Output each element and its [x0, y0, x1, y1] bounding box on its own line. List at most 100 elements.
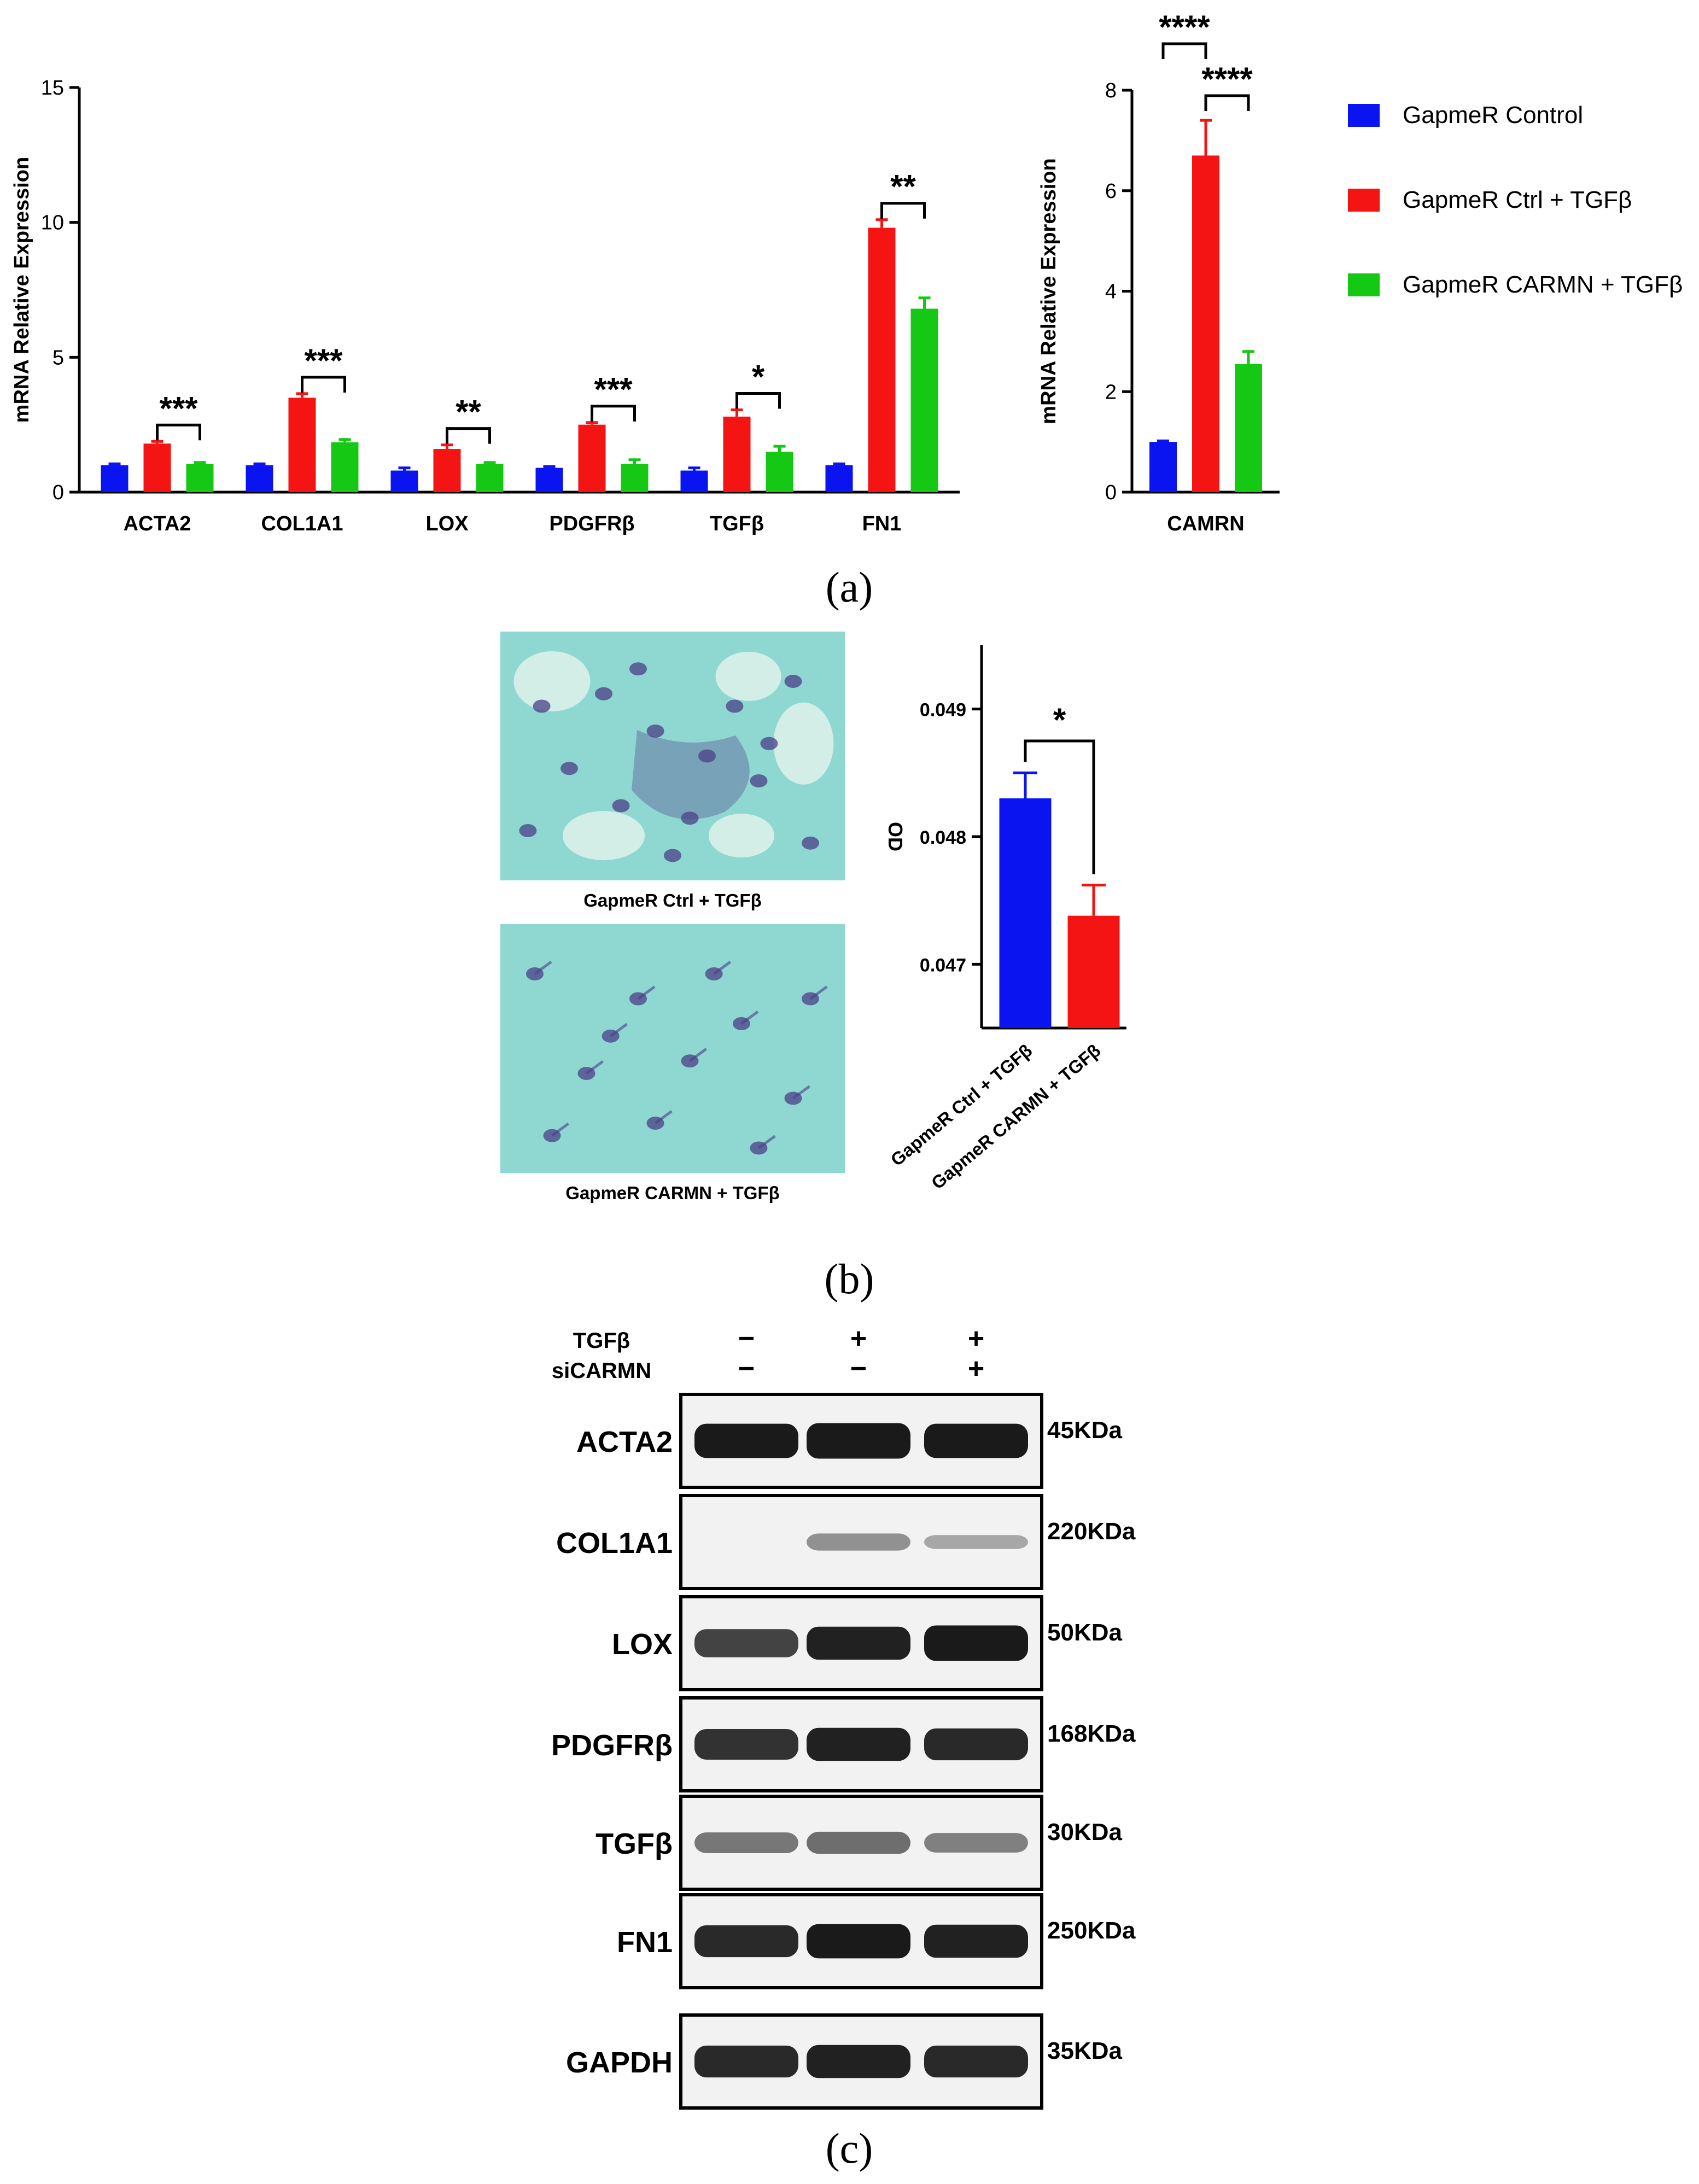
- blot-band: [807, 1533, 910, 1551]
- blot-band: [807, 1831, 910, 1854]
- size-label: 250KDa: [1047, 1917, 1136, 1944]
- cell-process: [740, 1010, 759, 1025]
- bar: [578, 424, 606, 492]
- blot-band: [807, 1727, 910, 1761]
- bar: [1192, 155, 1219, 492]
- cell-process: [655, 1109, 673, 1125]
- significance-label: *: [752, 359, 765, 395]
- micrograph-caption: GapmeR CARMN + TGFβ: [565, 1183, 779, 1203]
- bar: [476, 464, 504, 492]
- bar: [1235, 364, 1262, 492]
- y-tick-label: 15: [41, 77, 64, 100]
- significance-label: ****: [1201, 61, 1253, 97]
- condition-mark: +: [850, 1323, 867, 1354]
- significance-bracket: [880, 202, 926, 219]
- blot-band: [924, 1728, 1028, 1761]
- blot-band: [807, 1423, 910, 1459]
- cell-nucleus: [629, 662, 647, 676]
- cell-nucleus: [681, 811, 699, 825]
- blot-band: [694, 2045, 798, 2078]
- panel-label-b: (b): [825, 1255, 874, 1303]
- cell-process: [551, 1122, 569, 1137]
- blot-band: [694, 1832, 798, 1853]
- y-tick-label: 0.049: [920, 700, 966, 721]
- bar: [723, 416, 751, 492]
- blot-box: [679, 1494, 1043, 1590]
- x-tick-label: LOX: [425, 512, 469, 535]
- significance-label: **: [456, 394, 481, 430]
- bar: [331, 442, 359, 492]
- cell-process: [792, 1085, 810, 1100]
- micrographs: GapmeR Ctrl + TGFβ GapmeR CARMN + TGFβ: [500, 632, 845, 1203]
- bar: [868, 227, 896, 492]
- bar: [143, 443, 171, 492]
- vacuole: [513, 651, 591, 711]
- bar: [246, 465, 273, 492]
- bar: [433, 449, 461, 492]
- protein-label: TGFβ: [595, 1827, 673, 1860]
- y-axis-label: mRNA Relative Expression: [10, 157, 33, 423]
- bar: [999, 798, 1052, 1028]
- blot-band: [694, 1629, 798, 1657]
- bar: [535, 468, 563, 492]
- protein-label: ACTA2: [576, 1426, 673, 1458]
- vacuole: [715, 651, 781, 701]
- y-tick-label: 8: [1105, 79, 1117, 102]
- y-axis-label: OD: [884, 822, 907, 851]
- condition-label: TGFβ: [573, 1329, 630, 1353]
- micrograph-image: [500, 924, 845, 1173]
- significance-bracket: [1024, 739, 1095, 874]
- y-tick-label: 2: [1105, 381, 1117, 404]
- cell-nucleus: [646, 725, 664, 738]
- y-tick-label: 0.047: [920, 955, 966, 976]
- bar: [1067, 915, 1120, 1028]
- significance-label: ***: [159, 390, 198, 427]
- legend-swatch: [1348, 104, 1380, 127]
- significance-bracket: [1204, 94, 1250, 111]
- significance-label: **: [890, 168, 916, 205]
- y-axis-label: mRNA Relative Expression: [1037, 158, 1060, 424]
- cell-process: [586, 1060, 604, 1075]
- bar: [825, 465, 853, 492]
- legend: GapmeR Control GapmeR Ctrl + TGFβ GapmeR C…: [1348, 102, 1683, 298]
- cell-nucleus: [561, 762, 578, 775]
- significance-bracket: [735, 392, 781, 409]
- condition-mark: −: [850, 1353, 867, 1385]
- significance-bracket: [301, 376, 346, 393]
- condition-mark: +: [968, 1323, 984, 1354]
- cell-nucleus: [760, 737, 778, 750]
- cell-nucleus: [750, 774, 768, 787]
- cell-nucleus: [784, 675, 802, 688]
- micrograph-image: [500, 632, 845, 880]
- y-tick-label: 6: [1105, 180, 1117, 203]
- chart-a-right: 0 2 4 6 8 mRNA Relative Expression CAMRN **** **…: [1037, 9, 1280, 535]
- legend-label: GapmeR Control: [1403, 102, 1583, 129]
- condition-mark: −: [738, 1323, 755, 1354]
- x-tick-label: COL1A1: [261, 512, 343, 535]
- condition-mark: +: [968, 1353, 984, 1385]
- legend-swatch: [1348, 273, 1380, 296]
- condition-label: siCARMN: [552, 1359, 651, 1383]
- size-label: 35KDa: [1047, 2037, 1122, 2064]
- bar: [680, 470, 708, 492]
- x-tick-label: CAMRN: [1167, 512, 1244, 535]
- cell-process: [534, 960, 552, 976]
- protein-label: COL1A1: [556, 1527, 673, 1560]
- size-label: 168KDa: [1047, 1720, 1136, 1747]
- stained-region: [632, 730, 750, 820]
- blot-band: [694, 1423, 798, 1458]
- significance-label: *: [1053, 702, 1066, 738]
- cell-process: [610, 1023, 628, 1037]
- legend-swatch: [1348, 189, 1380, 212]
- legend-label: GapmeR CARMN + TGFβ: [1403, 271, 1683, 298]
- protein-label: PDGFRβ: [551, 1729, 673, 1762]
- significance-bracket: [1161, 42, 1207, 59]
- x-tick-label: FN1: [862, 512, 902, 535]
- micrograph-caption: GapmeR Ctrl + TGFβ: [583, 890, 761, 910]
- cell-nucleus: [802, 836, 819, 850]
- blot-band: [694, 1729, 798, 1760]
- cell-nucleus: [595, 687, 612, 700]
